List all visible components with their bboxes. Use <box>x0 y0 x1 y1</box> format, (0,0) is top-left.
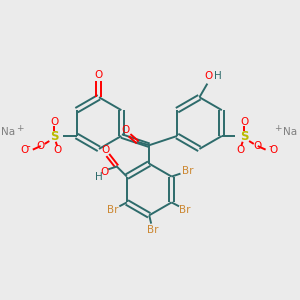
Text: O: O <box>37 141 45 151</box>
Text: O: O <box>236 146 244 155</box>
Text: O: O <box>254 141 262 151</box>
Text: Br: Br <box>179 205 191 214</box>
Text: +: + <box>16 124 24 133</box>
Text: H: H <box>214 71 222 81</box>
Text: S: S <box>240 130 248 142</box>
Text: O: O <box>54 146 62 155</box>
Text: Br: Br <box>182 166 194 176</box>
Text: Na: Na <box>283 127 297 137</box>
Text: S: S <box>50 130 58 142</box>
Text: O: O <box>50 117 58 128</box>
Text: O: O <box>21 146 29 155</box>
Text: H: H <box>95 172 103 182</box>
Text: Br: Br <box>107 205 119 214</box>
Text: O: O <box>240 117 248 128</box>
Text: -: - <box>27 141 30 151</box>
Text: Na: Na <box>1 127 16 137</box>
Text: O: O <box>204 71 212 81</box>
Text: -: - <box>268 141 272 151</box>
Text: O: O <box>122 125 130 135</box>
Text: +: + <box>274 124 282 133</box>
Text: O: O <box>100 167 109 177</box>
Text: O: O <box>95 70 103 80</box>
Text: Br: Br <box>147 225 158 236</box>
Text: O: O <box>269 146 278 155</box>
Text: O: O <box>101 145 110 155</box>
